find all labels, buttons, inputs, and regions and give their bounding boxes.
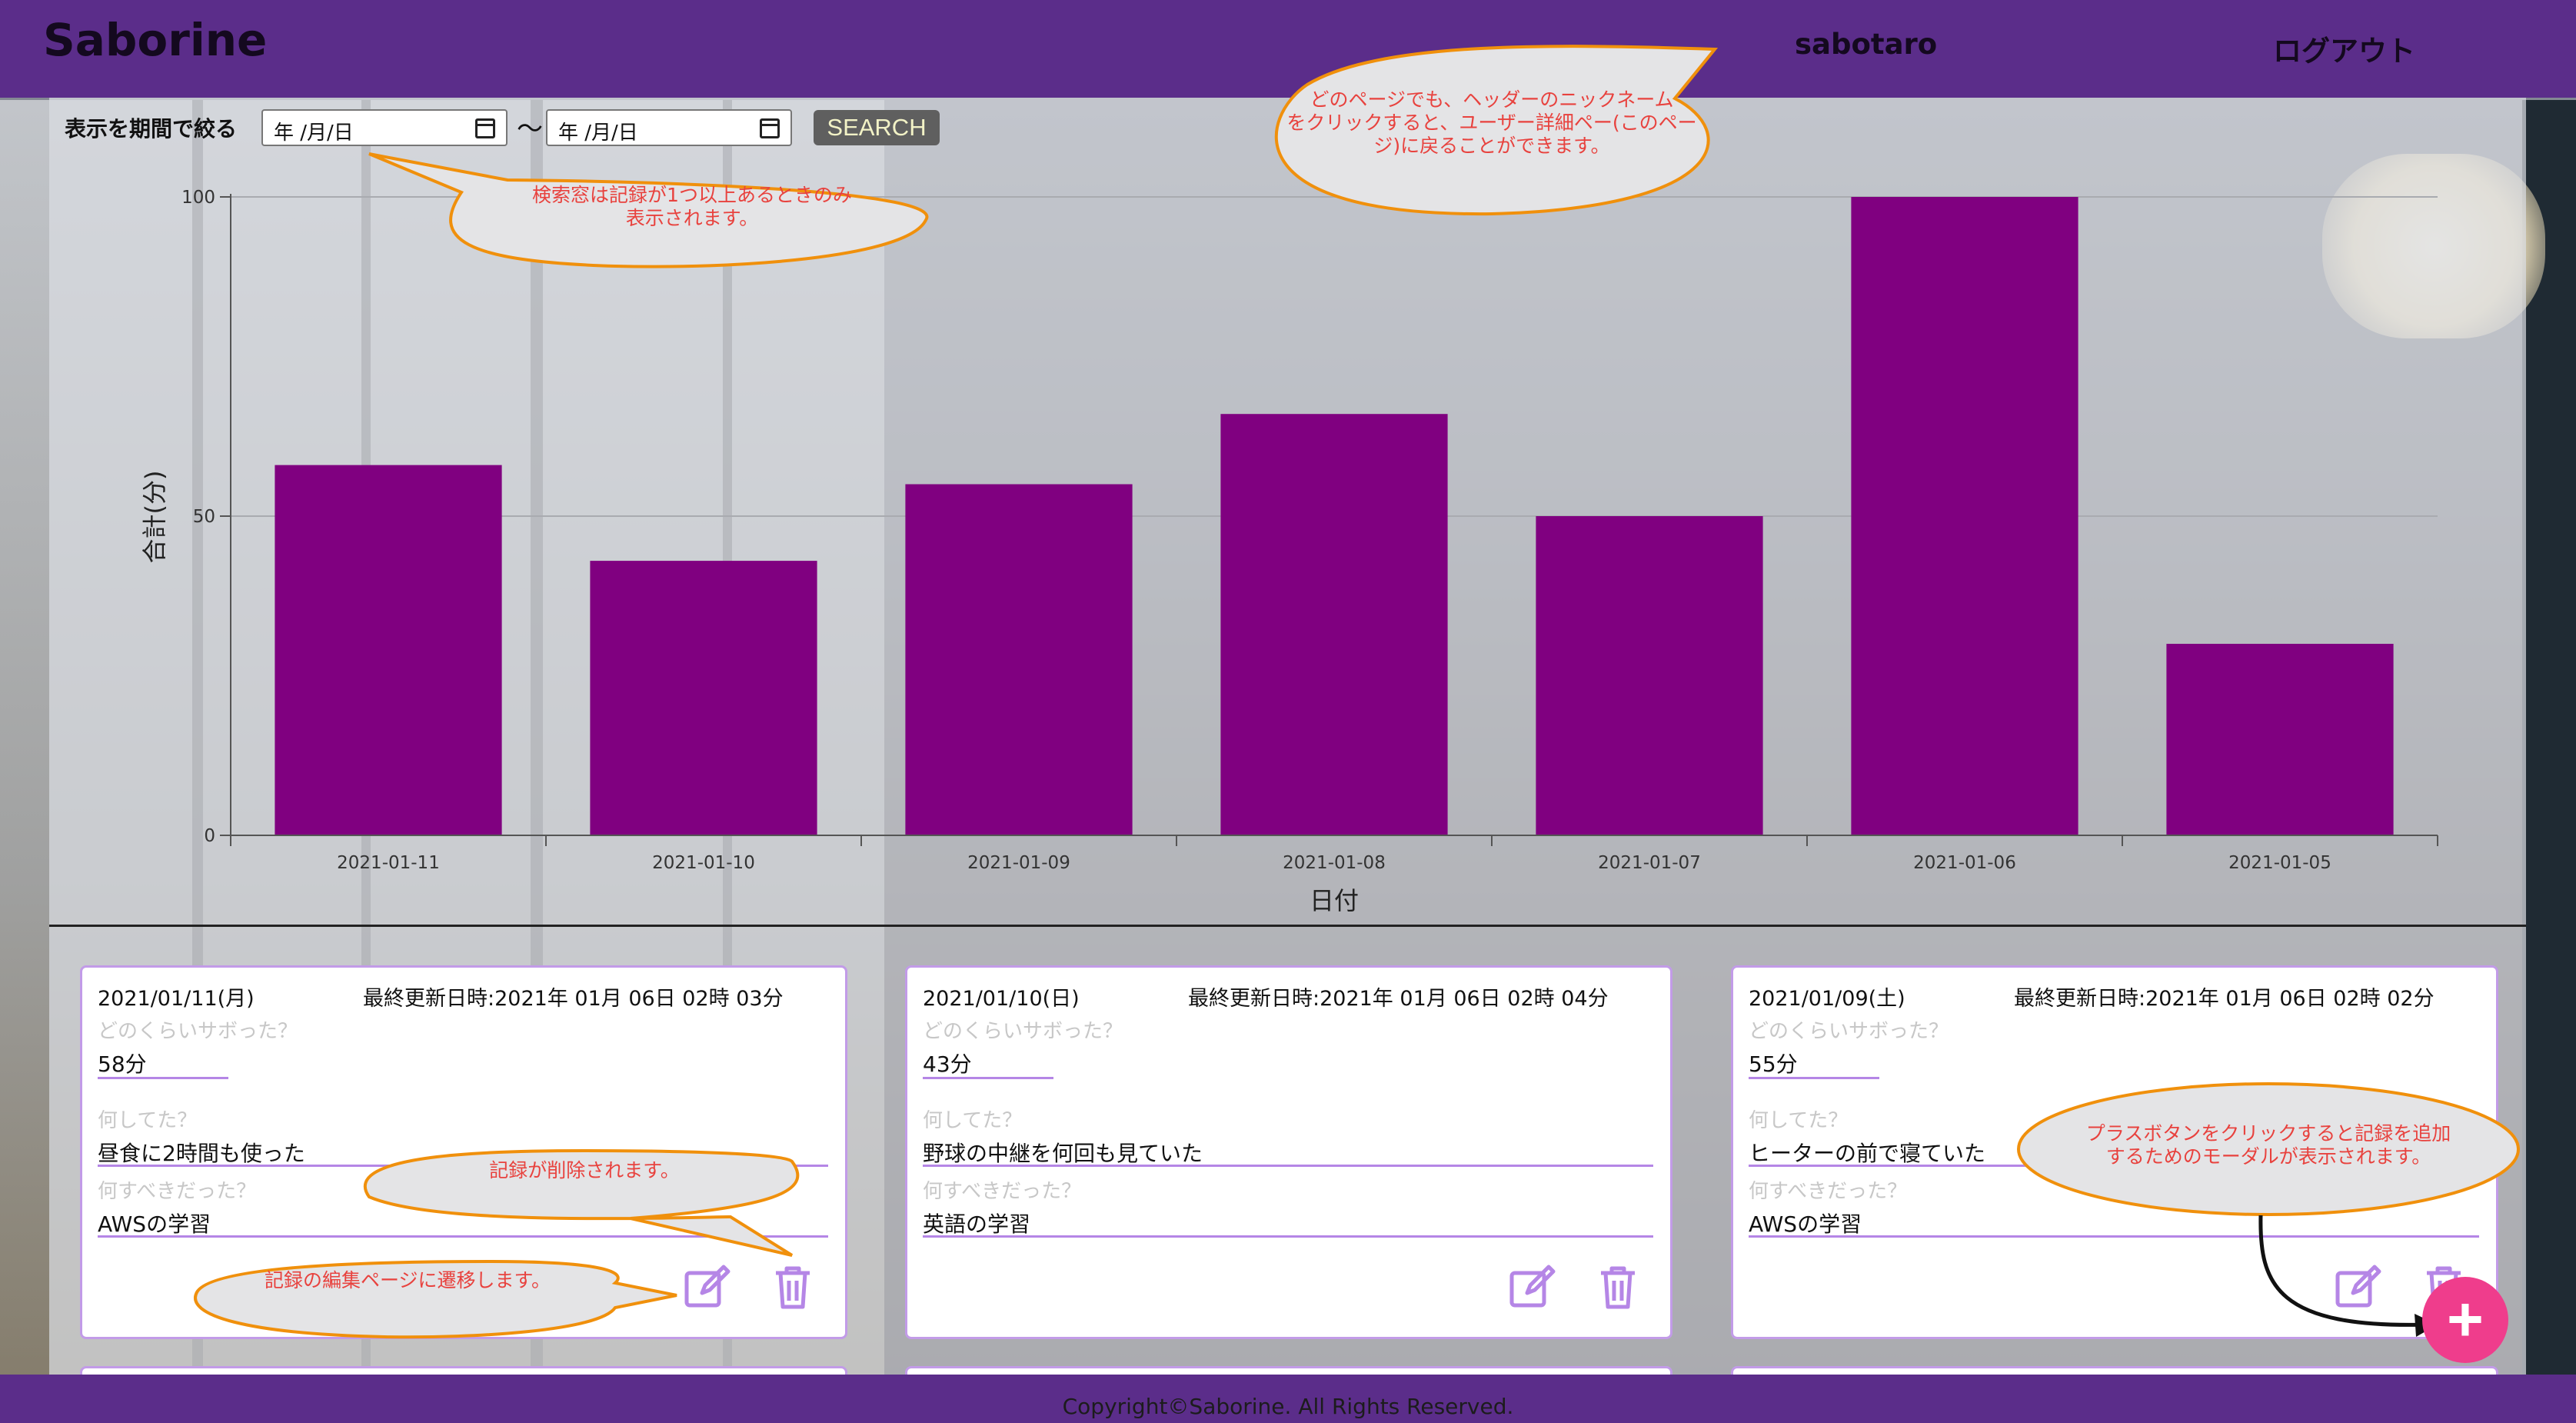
footer-bar: [0, 1375, 2576, 1423]
date-range-separator: 〜: [517, 114, 543, 145]
trash-icon[interactable]: [768, 1262, 817, 1311]
header-nickname-link[interactable]: sabotaro: [1795, 28, 1938, 61]
answer-underline: [1749, 1077, 1879, 1079]
logout-link[interactable]: ログアウト: [2273, 35, 2415, 68]
end-date-input[interactable]: 年 /月/日: [546, 109, 792, 146]
answer-activity: 昼食に2時間も使った: [98, 1141, 305, 1166]
record-updated-at: 最終更新日時:2021年 01月 06日 02時 02分: [2014, 987, 2435, 1011]
callout-header-line: どのページでも、ヘッダーのニックネーム: [1310, 88, 1673, 111]
edit-icon[interactable]: [1507, 1262, 1556, 1311]
brand-logo[interactable]: Saborine: [43, 14, 268, 66]
add-record-button[interactable]: +: [2422, 1277, 2508, 1363]
answer-should-do: AWSの学習: [1749, 1211, 1862, 1237]
answer-activity: ヒーターの前で寝ていた: [1749, 1141, 1986, 1166]
answer-duration: 55分: [1749, 1051, 1798, 1077]
record-date: 2021/01/09(土): [1749, 987, 1905, 1011]
answer-duration: 58分: [98, 1051, 147, 1077]
callout-edit-bubble: [194, 1259, 677, 1339]
calendar-icon[interactable]: [475, 118, 495, 138]
question-duration: どのくらいサボった？: [1749, 1020, 1949, 1043]
callout-plus-line: するためのモーダルが表示されます。: [2106, 1145, 2431, 1168]
callout-delete-bubble: [363, 1148, 800, 1257]
record-updated-at: 最終更新日時:2021年 01月 06日 02時 04分: [1188, 987, 1609, 1011]
start-date-placeholder: 年 /月/日: [274, 122, 354, 145]
callout-plus-bubble: [2017, 1082, 2520, 1216]
start-date-input[interactable]: 年 /月/日: [261, 109, 508, 146]
edit-icon[interactable]: [2333, 1262, 2382, 1311]
end-date-placeholder: 年 /月/日: [558, 122, 638, 145]
section-divider: [49, 925, 2526, 927]
record-date: 2021/01/11(月): [98, 987, 255, 1011]
answer-underline: [98, 1235, 828, 1238]
record-updated-at: 最終更新日時:2021年 01月 06日 02時 03分: [363, 987, 784, 1011]
trash-icon[interactable]: [1593, 1262, 1642, 1311]
filter-label: 表示を期間で絞る: [65, 116, 238, 142]
question-duration: どのくらいサボった？: [98, 1020, 298, 1043]
answer-underline: [923, 1235, 1653, 1238]
background-dark-edge: [2522, 100, 2576, 1408]
question-activity: 何してた？: [1749, 1109, 1849, 1132]
calendar-icon[interactable]: [760, 118, 780, 138]
callout-header-line: をクリックすると、ユーザー詳細ペー(このペー: [1286, 112, 1696, 134]
copyright-text: Copyright©Saborine. All Rights Reserved.: [1062, 1394, 1514, 1419]
search-button[interactable]: SEARCH: [814, 110, 940, 145]
edit-icon[interactable]: [682, 1262, 731, 1311]
question-duration: どのくらいサボった？: [923, 1020, 1123, 1043]
answer-should-do: AWSの学習: [98, 1211, 211, 1237]
answer-underline: [923, 1077, 1053, 1079]
record-date: 2021/01/10(日): [923, 987, 1080, 1011]
question-should-do: 何すべきだった？: [98, 1180, 257, 1203]
callout-plus-line: プラスボタンをクリックすると記録を追加: [2086, 1122, 2451, 1145]
answer-duration: 43分: [923, 1051, 972, 1077]
question-should-do: 何すべきだった？: [923, 1180, 1082, 1203]
question-activity: 何してた？: [923, 1109, 1023, 1132]
header-bar: [0, 0, 2576, 98]
question-activity: 何してた？: [98, 1109, 198, 1132]
answer-underline: [98, 1077, 228, 1079]
callout-search-line: 表示されます。: [626, 207, 759, 229]
callout-edit-text: 記録の編集ページに遷移します。: [265, 1269, 551, 1291]
callout-header-bubble: [1274, 45, 1719, 216]
answer-activity: 野球の中継を何回も見ていた: [923, 1141, 1203, 1166]
question-should-do: 何すべきだった？: [1749, 1180, 1908, 1203]
callout-search-bubble: [368, 152, 929, 268]
answer-underline: [1749, 1235, 2479, 1238]
answer-underline: [923, 1165, 1653, 1167]
callout-delete-text: 記録が削除されます。: [489, 1159, 680, 1181]
callout-search-line: 検索窓は記録が1つ以上あるときのみ: [532, 184, 852, 206]
record-card: 2021/01/09(土) 最終更新日時:2021年 01月 06日 02時 02…: [1731, 965, 2498, 1339]
answer-should-do: 英語の学習: [923, 1211, 1031, 1237]
plus-pointer-arrow: [2258, 1215, 2431, 1327]
record-card: 2021/01/10(日) 最終更新日時:2021年 01月 06日 02時 04…: [905, 965, 1672, 1339]
callout-header-line: ジ)に戻ることができます。: [1373, 135, 1609, 157]
